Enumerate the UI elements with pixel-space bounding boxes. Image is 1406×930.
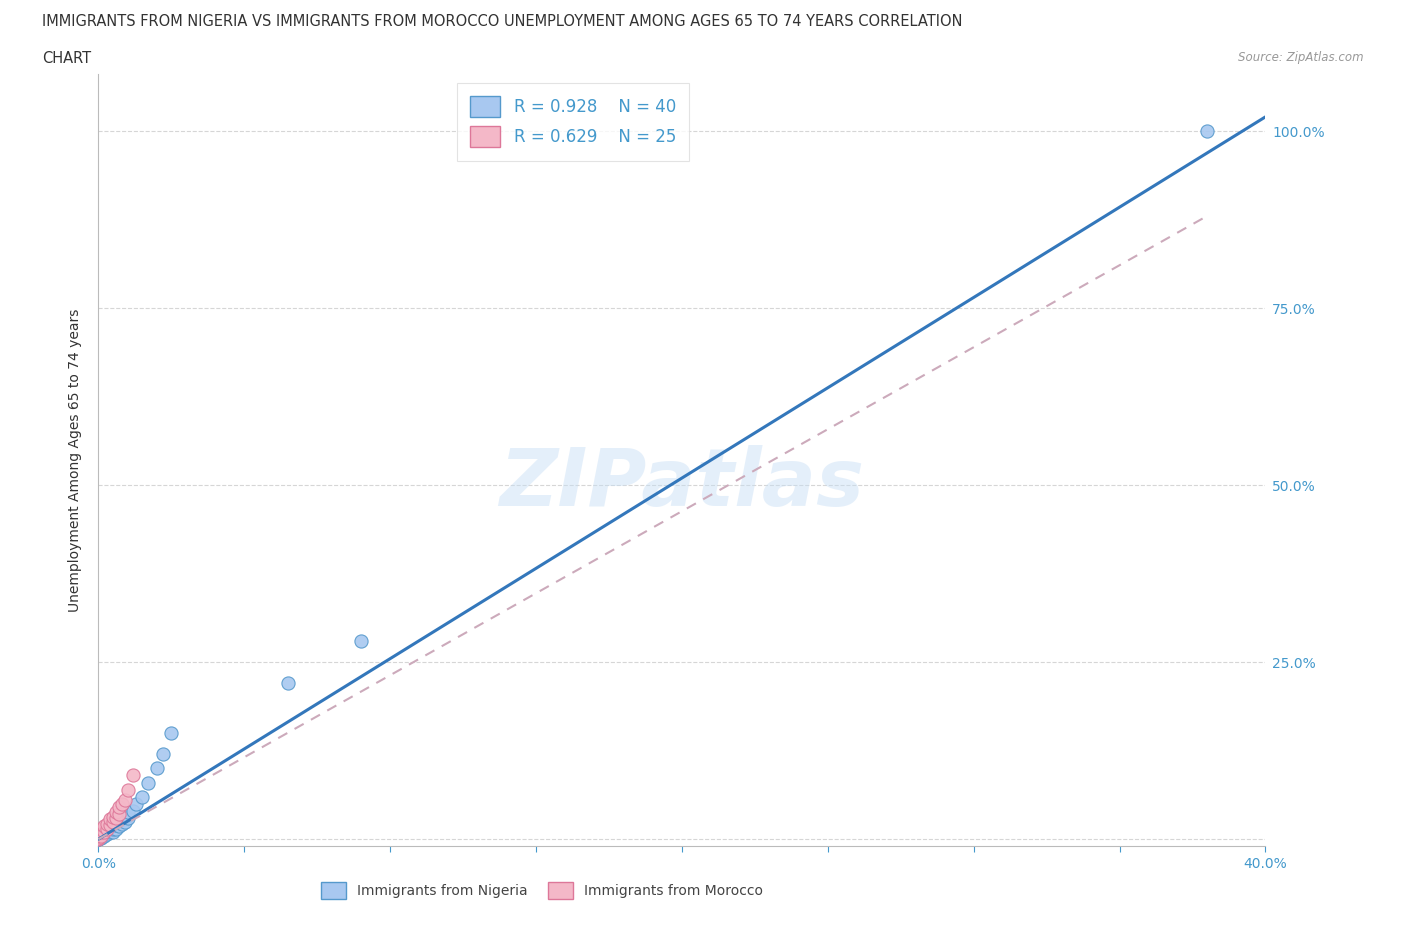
Point (98, 825, 121, 840)
Point (350, 633, 373, 648)
Point (96, 817, 118, 831)
Point (87, 830, 110, 845)
Point (87, 831, 110, 846)
Point (98, 817, 121, 832)
Point (98, 821, 121, 836)
Point (146, 761, 169, 776)
Point (125, 796, 148, 811)
Point (101, 817, 124, 832)
Point (114, 814, 136, 829)
Point (87, 831, 110, 846)
Point (117, 782, 139, 797)
Legend: Immigrants from Nigeria, Immigrants from Morocco: Immigrants from Nigeria, Immigrants from… (315, 876, 769, 905)
Point (122, 768, 145, 783)
Point (101, 809, 124, 824)
Point (160, 725, 183, 740)
Point (90, 829, 112, 844)
Point (87, 831, 110, 846)
Point (93, 819, 115, 834)
Point (277, 676, 299, 691)
Point (93, 826, 115, 841)
Point (90, 830, 112, 845)
Point (152, 747, 174, 762)
Point (104, 804, 127, 819)
Point (122, 804, 145, 818)
Point (136, 775, 159, 790)
Point (108, 814, 131, 829)
Point (87, 830, 110, 844)
Point (87, 829, 110, 844)
Point (111, 796, 134, 811)
Y-axis label: Unemployment Among Ages 65 to 74 years: Unemployment Among Ages 65 to 74 years (69, 309, 83, 612)
Point (96, 823, 118, 838)
Point (87, 829, 110, 844)
Point (87, 830, 110, 845)
Point (90, 825, 112, 840)
Point (117, 811, 139, 826)
Text: ZIPatlas: ZIPatlas (499, 445, 865, 523)
Point (90, 829, 112, 844)
Point (117, 804, 139, 819)
Point (114, 809, 136, 824)
Point (104, 817, 127, 832)
Point (104, 821, 127, 836)
Point (90, 828, 112, 843)
Point (111, 817, 134, 831)
Point (98, 812, 121, 827)
Point (90, 821, 112, 836)
Point (101, 825, 124, 840)
Point (93, 827, 115, 842)
Text: CHART: CHART (42, 51, 91, 66)
Point (101, 814, 124, 829)
Point (87, 831, 110, 846)
Point (87, 826, 110, 841)
Point (114, 793, 136, 808)
Point (131, 790, 153, 804)
Point (87, 825, 110, 840)
Point (96, 821, 118, 836)
Point (93, 825, 115, 840)
Text: IMMIGRANTS FROM NIGERIA VS IMMIGRANTS FROM MOROCCO UNEMPLOYMENT AMONG AGES 65 TO: IMMIGRANTS FROM NIGERIA VS IMMIGRANTS FR… (42, 14, 963, 29)
Point (1195, 124, 1218, 139)
Point (104, 811, 127, 826)
Point (87, 827, 110, 842)
Point (108, 819, 131, 834)
Point (87, 822, 110, 837)
Point (111, 811, 134, 826)
Point (101, 821, 124, 836)
Point (93, 829, 115, 844)
Point (96, 826, 118, 841)
Text: Source: ZipAtlas.com: Source: ZipAtlas.com (1239, 51, 1364, 64)
Point (108, 800, 131, 815)
Point (108, 807, 131, 822)
